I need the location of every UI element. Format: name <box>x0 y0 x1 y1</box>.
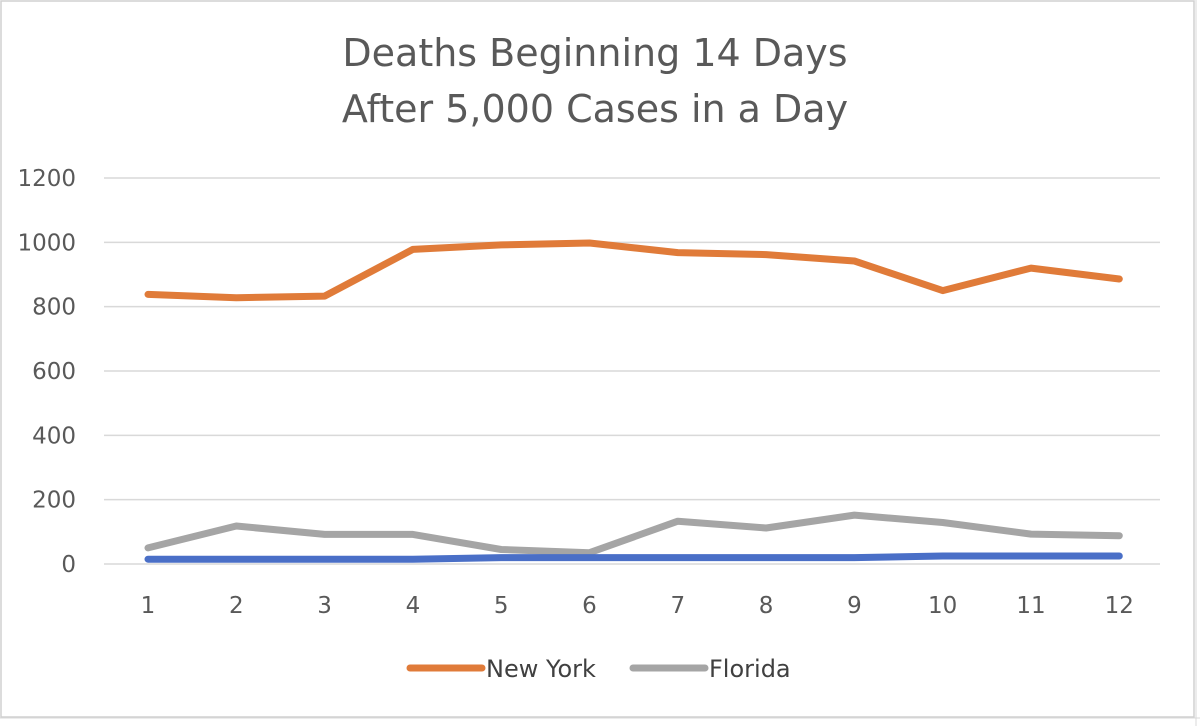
x-tick-label: 2 <box>229 593 244 619</box>
gridlines <box>104 177 1160 565</box>
x-tick-label: 5 <box>494 593 509 619</box>
x-tick-label: 8 <box>759 593 774 619</box>
y-tick-label: 200 <box>32 488 76 514</box>
series-line-new-york <box>144 239 1123 302</box>
series-line-florida <box>144 511 1123 557</box>
y-tick-label: 1000 <box>17 230 76 256</box>
y-tick-label: 0 <box>61 552 76 578</box>
legend-label-new-york: New York <box>486 655 596 683</box>
y-tick-label: 1200 <box>17 166 76 192</box>
x-tick-label: 12 <box>1105 593 1134 619</box>
x-tick-label: 9 <box>847 593 862 619</box>
chart-title-line-1: Deaths Beginning 14 Days <box>342 31 847 75</box>
y-tick-label: 400 <box>32 423 76 449</box>
x-tick-label: 6 <box>582 593 597 619</box>
y-axis-tick-labels: 0 200 400 600 800 1000 1200 <box>17 166 76 578</box>
series-line-unlabeled <box>144 552 1123 563</box>
x-tick-label: 3 <box>317 593 332 619</box>
legend-label-florida: Florida <box>709 655 791 683</box>
x-axis-tick-labels: 1 2 3 4 5 6 7 8 9 10 11 12 <box>141 593 1134 619</box>
chart-title-line-2: After 5,000 Cases in a Day <box>342 87 848 131</box>
x-tick-label: 4 <box>406 593 421 619</box>
x-tick-label: 7 <box>670 593 685 619</box>
legend: New York Florida <box>406 655 791 683</box>
series-lines <box>144 239 1123 563</box>
x-tick-label: 11 <box>1016 593 1045 619</box>
y-tick-label: 800 <box>32 295 76 321</box>
x-tick-label: 10 <box>928 593 957 619</box>
x-tick-label: 1 <box>141 593 156 619</box>
y-tick-label: 600 <box>32 359 76 385</box>
